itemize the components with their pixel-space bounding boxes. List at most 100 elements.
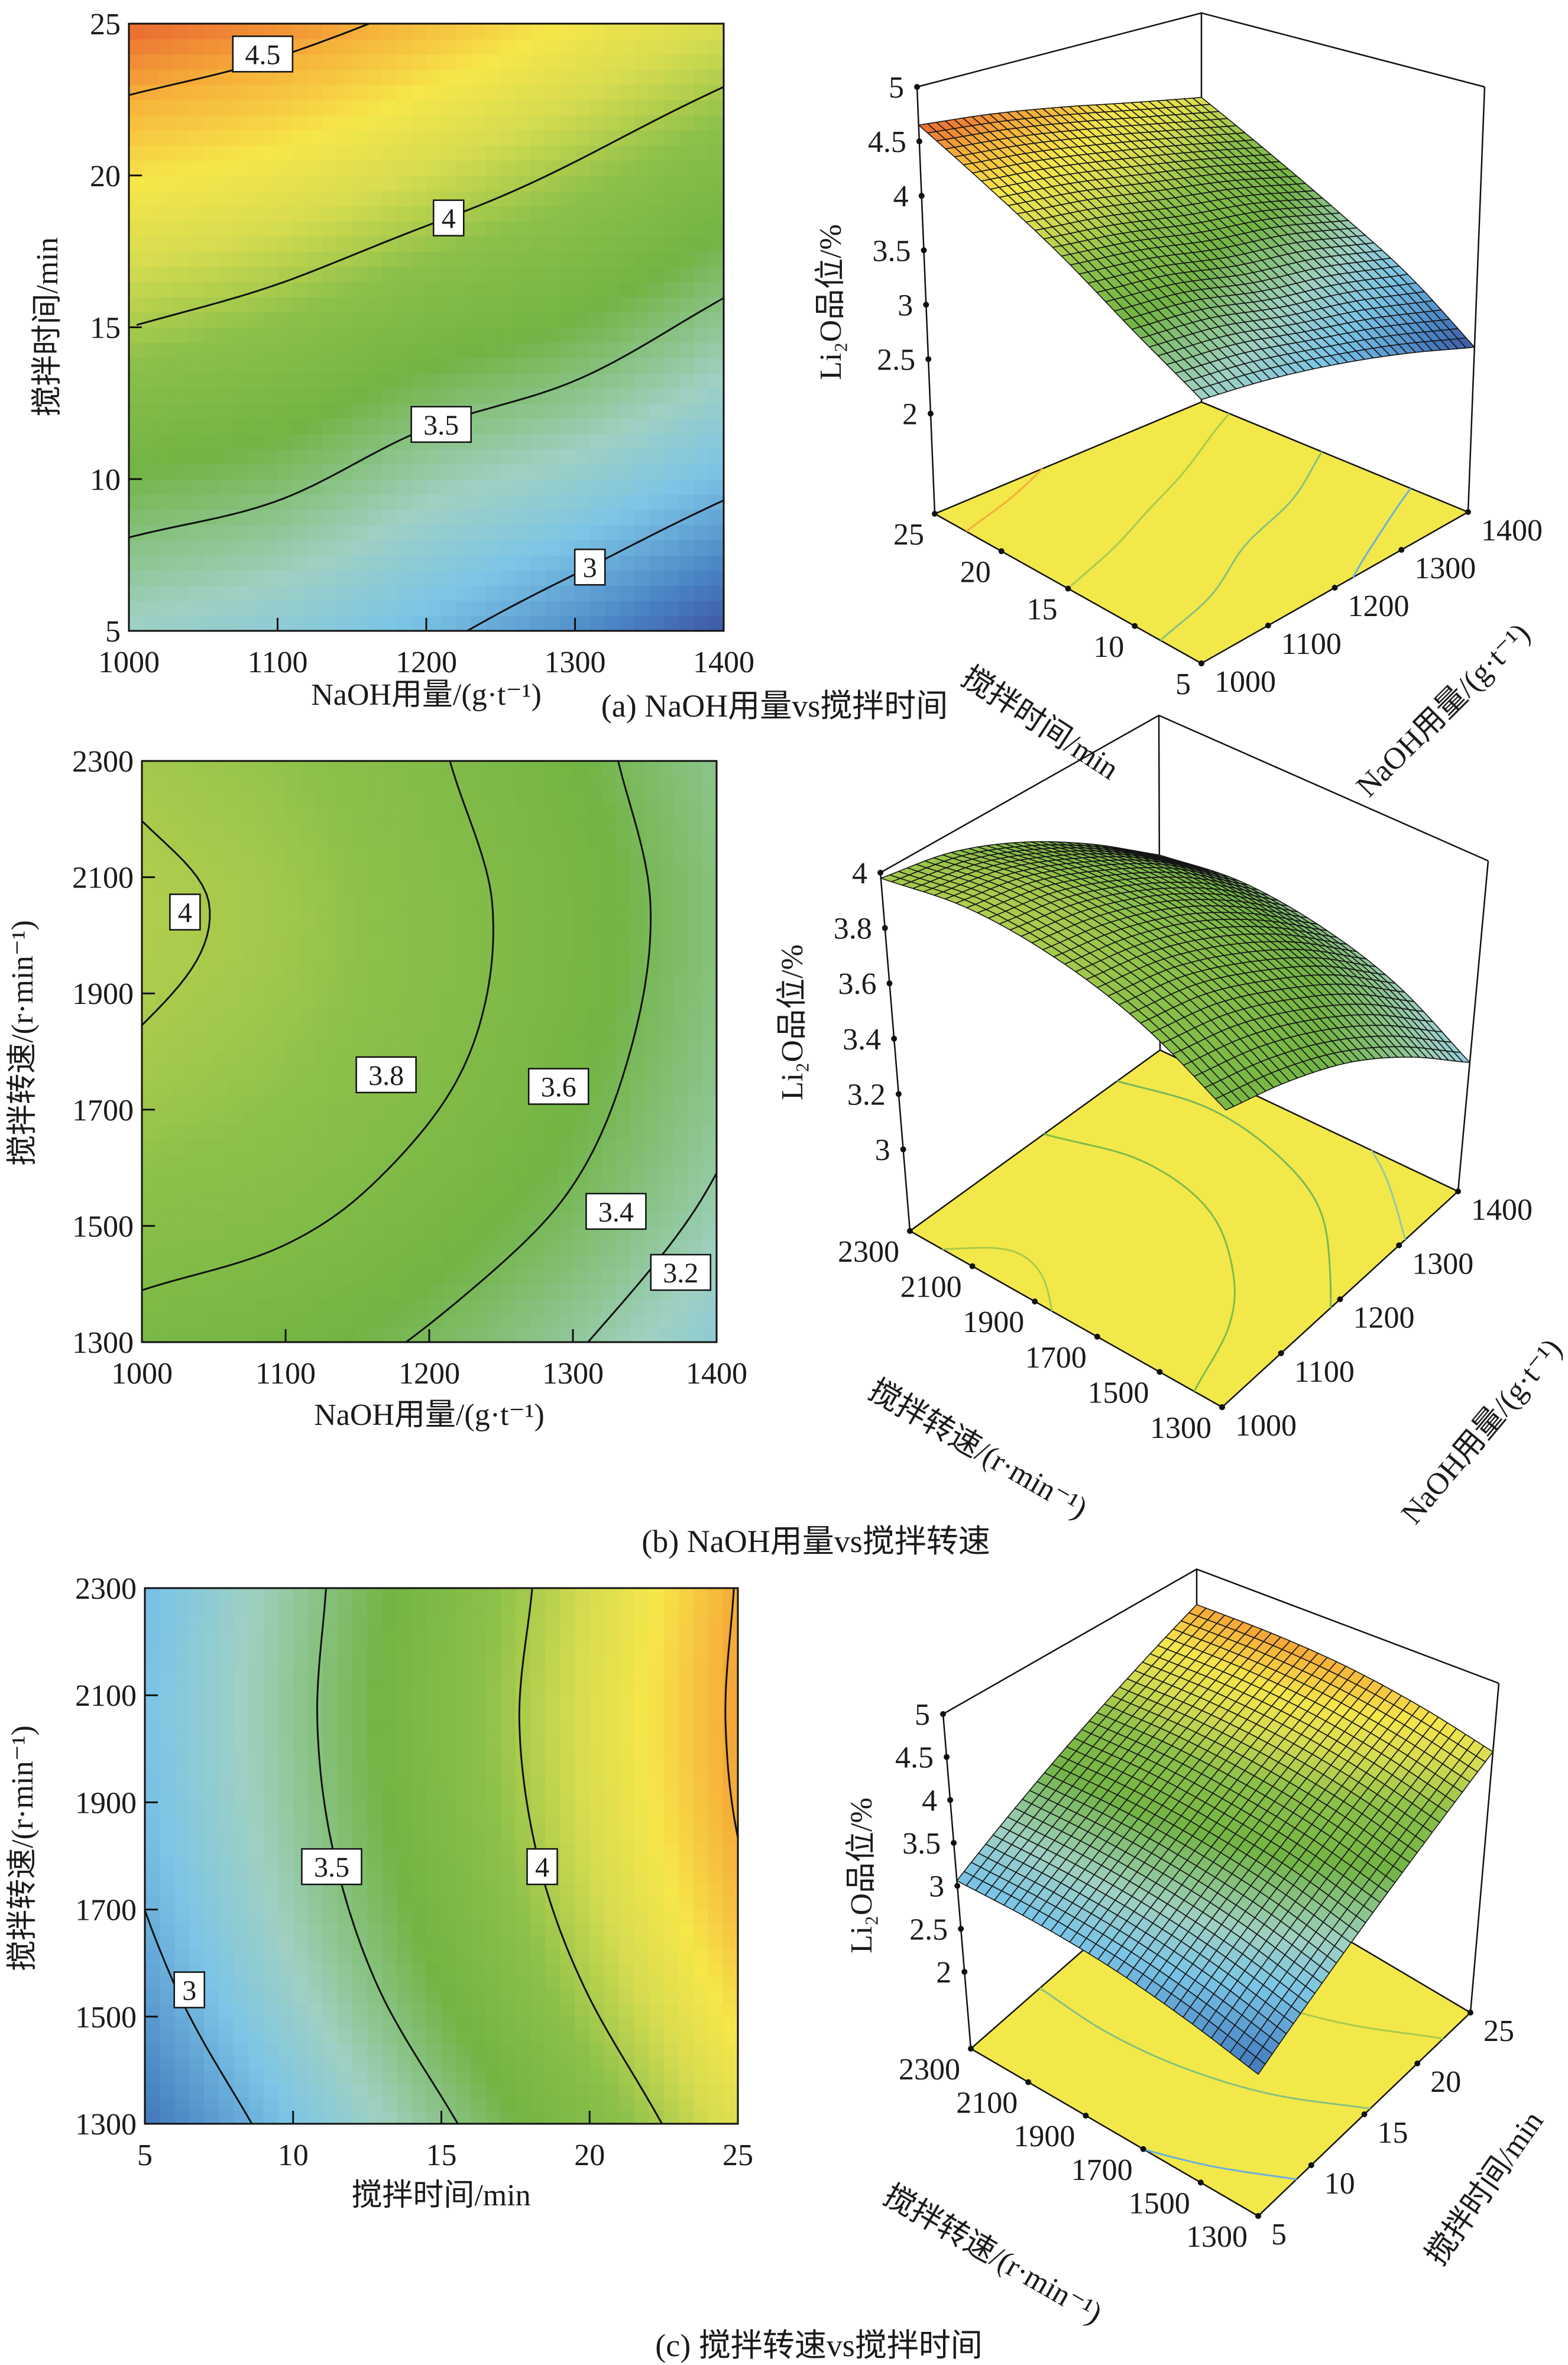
heatmap-cell bbox=[458, 906, 473, 922]
heatmap-cell bbox=[630, 892, 646, 907]
heatmap-cell bbox=[357, 804, 372, 820]
heatmap-cell bbox=[129, 160, 144, 176]
heatmap-cell bbox=[203, 479, 219, 495]
heatmap-cell bbox=[429, 790, 445, 805]
heatmap-cell bbox=[573, 1313, 588, 1329]
heatmap-cell bbox=[649, 281, 665, 297]
heatmap-cell bbox=[277, 524, 293, 540]
heatmap-cell bbox=[300, 848, 315, 863]
heatmap-cell bbox=[158, 509, 174, 526]
heatmap-cell bbox=[184, 1124, 200, 1139]
heatmap-cell bbox=[337, 555, 352, 571]
heatmap-cell bbox=[322, 266, 338, 283]
heatmap-cell bbox=[277, 448, 293, 465]
heatmap-cell bbox=[630, 1168, 646, 1183]
heatmap-cell bbox=[173, 38, 189, 55]
heatmap-cell bbox=[619, 54, 635, 70]
heatmap-cell bbox=[396, 372, 412, 388]
heatmap-cell bbox=[233, 99, 248, 115]
heatmap-cell bbox=[530, 327, 546, 343]
heatmap-cell bbox=[500, 372, 516, 388]
heatmap-cell bbox=[357, 1327, 372, 1343]
heatmap-cell bbox=[664, 266, 680, 283]
heatmap-cell bbox=[218, 115, 234, 131]
heatmap-cell bbox=[664, 433, 680, 449]
heatmap-cell bbox=[456, 281, 472, 297]
heatmap-cell bbox=[500, 403, 516, 419]
heatmap-cell bbox=[708, 418, 724, 434]
heatmap-cell bbox=[173, 464, 189, 480]
heatmap-cell bbox=[659, 1124, 674, 1139]
heatmap-cell bbox=[694, 600, 710, 617]
contour-label: 4 bbox=[432, 199, 465, 237]
heatmap-cell bbox=[314, 1124, 329, 1139]
heatmap-cell bbox=[472, 979, 487, 994]
heatmap-cell bbox=[314, 921, 329, 936]
heatmap-cell bbox=[659, 1051, 674, 1067]
heatmap-cell bbox=[619, 418, 635, 434]
heatmap-cell bbox=[381, 129, 397, 146]
heatmap-cell bbox=[426, 600, 442, 617]
heatmap-cell bbox=[634, 145, 650, 161]
heatmap-cell bbox=[257, 775, 272, 791]
heatmap-cell bbox=[367, 175, 383, 192]
heatmap-cell bbox=[381, 555, 397, 571]
heatmap-cell bbox=[634, 342, 650, 358]
heatmap-cell bbox=[129, 251, 144, 267]
left-axis-tick-mark bbox=[1156, 1369, 1163, 1375]
heatmap-cell bbox=[501, 833, 516, 849]
heatmap-cell bbox=[630, 1124, 646, 1139]
heatmap-cell bbox=[314, 775, 329, 791]
heatmap-cell bbox=[129, 585, 144, 601]
heatmap-cell bbox=[367, 297, 383, 313]
heatmap-cell bbox=[292, 570, 308, 586]
heatmap-cell bbox=[307, 297, 323, 313]
heatmap-cell bbox=[184, 1153, 200, 1168]
heatmap-cell bbox=[649, 84, 665, 101]
heatmap-cell bbox=[575, 69, 591, 85]
heatmap-cell bbox=[573, 819, 588, 834]
heatmap-cell bbox=[248, 327, 264, 343]
heatmap-cell bbox=[560, 479, 576, 495]
box-edge bbox=[1467, 86, 1486, 513]
heatmap-cell bbox=[458, 1124, 473, 1139]
heatmap-cell bbox=[228, 1022, 243, 1038]
heatmap-cell bbox=[343, 848, 358, 863]
heatmap-cell bbox=[386, 804, 401, 820]
z-tick-label: 3.5 bbox=[872, 234, 911, 268]
heatmap-cell bbox=[589, 251, 605, 267]
heatmap-cell bbox=[400, 1313, 416, 1329]
heatmap-cell bbox=[367, 479, 383, 495]
left-axis-tick-mark bbox=[969, 1263, 976, 1269]
heatmap-cell bbox=[328, 833, 344, 849]
heatmap-cell bbox=[271, 1095, 286, 1110]
heatmap-cell bbox=[218, 84, 234, 101]
heatmap-cell bbox=[515, 69, 531, 85]
heatmap-cell bbox=[702, 790, 717, 805]
heatmap-cell bbox=[367, 357, 383, 374]
heatmap-cell bbox=[396, 342, 412, 358]
heatmap-cell bbox=[443, 1327, 459, 1343]
floor-plane bbox=[908, 1049, 1460, 1408]
heatmap-cell bbox=[558, 964, 574, 980]
heatmap-cell bbox=[702, 1022, 717, 1038]
heatmap-cell bbox=[426, 99, 442, 115]
heatmap-cell bbox=[337, 175, 352, 192]
heatmap-cell bbox=[560, 236, 576, 252]
heatmap-cell bbox=[286, 1080, 301, 1096]
heatmap-cell bbox=[688, 921, 703, 936]
heatmap-cell bbox=[142, 892, 157, 907]
heatmap-cell bbox=[601, 863, 617, 878]
heatmap-cell bbox=[248, 372, 264, 388]
heatmap-cell bbox=[601, 790, 617, 805]
heatmap-cell bbox=[530, 266, 546, 283]
heatmap-cell bbox=[615, 1168, 631, 1183]
heatmap-cell bbox=[485, 175, 501, 192]
heatmap-cell bbox=[659, 1226, 674, 1241]
heatmap-cell bbox=[429, 1139, 445, 1154]
heatmap-cell bbox=[400, 892, 416, 907]
heatmap-cell bbox=[679, 342, 695, 358]
heatmap-cell bbox=[558, 833, 574, 849]
heatmap-cell bbox=[644, 804, 660, 820]
heatmap-cell bbox=[203, 175, 219, 192]
